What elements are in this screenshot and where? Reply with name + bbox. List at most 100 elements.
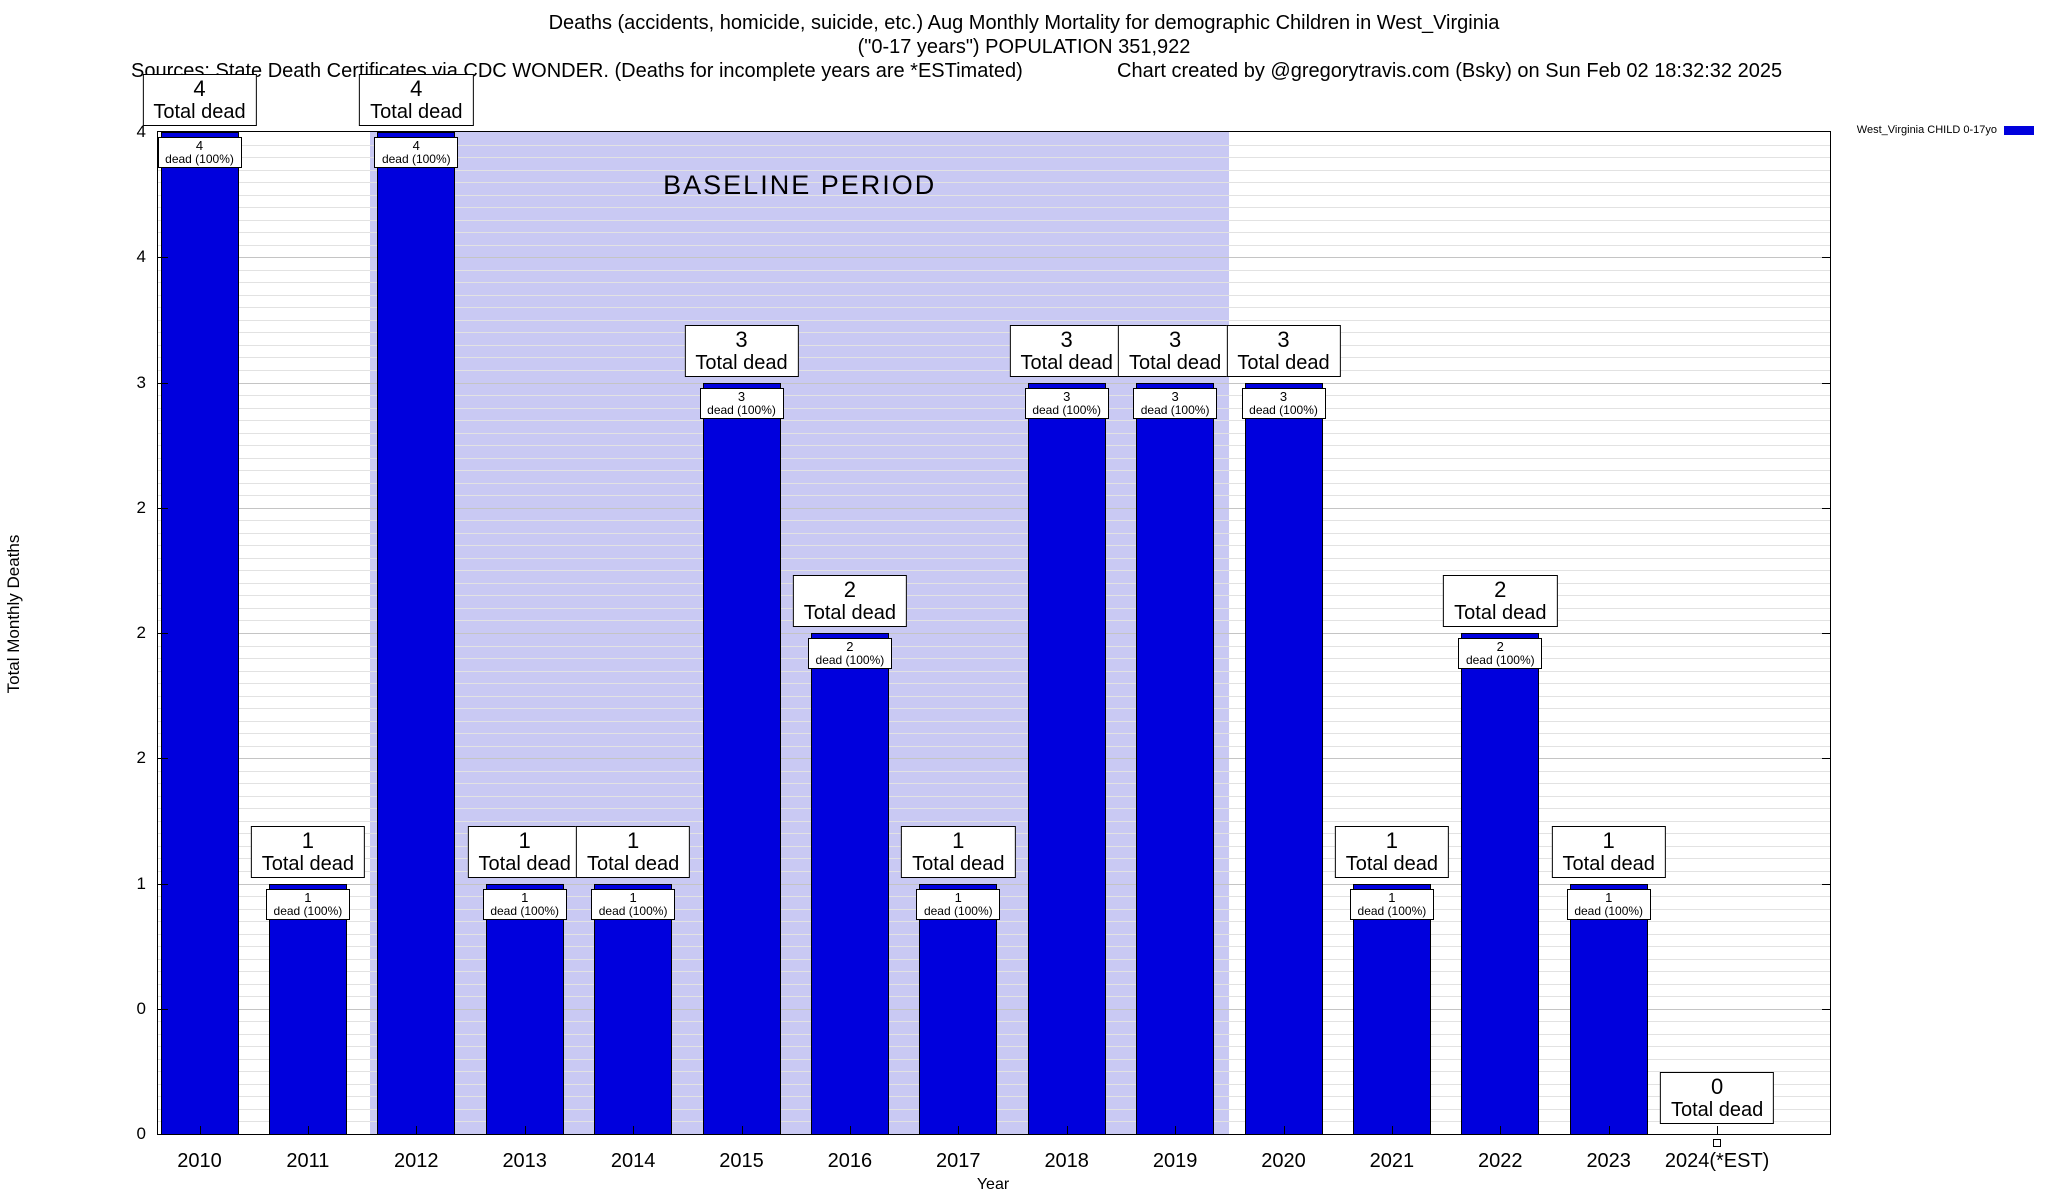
total-dead-callout-2020-text: Total dead: [1237, 351, 1330, 374]
x-tick-label-2014: 2014: [610, 1150, 656, 1172]
x-tick-label-2015: 2015: [719, 1150, 764, 1172]
bar-2015: [702, 382, 781, 1134]
gridline: [158, 658, 1830, 660]
x-tick-mark: [1175, 1126, 1177, 1134]
bar-value-label-2017-value: 1: [954, 889, 962, 905]
bar-value-label-2011-value: 1: [304, 889, 312, 905]
legend-swatch: [2004, 125, 2034, 135]
total-dead-callout-2021-text: Total dead: [1345, 852, 1439, 875]
bar-value-label-2014-value: 1: [629, 889, 637, 905]
total-dead-callout-2012: 4 Total dead: [359, 74, 474, 126]
total-dead-callout-2013-text: Total dead: [478, 852, 571, 875]
y-tick-label: 2: [136, 748, 146, 768]
y-tick-label: 2: [136, 623, 146, 642]
bar-value-label-2010: 4 dead (100%): [157, 137, 242, 168]
total-dead-callout-2015-value: 3: [735, 326, 748, 352]
x-tick-label-2019: 2019: [1152, 1150, 1198, 1172]
gridline: [158, 695, 1830, 697]
bar-2019: [1136, 382, 1215, 1134]
y-tick-mark: [158, 382, 168, 384]
bar-value-label-2022-value: 2: [1496, 639, 1504, 654]
x-tick-mark: [1066, 1126, 1068, 1134]
x-tick-mark: [1500, 1126, 1502, 1134]
bar-value-label-2010-text: dead (100%): [165, 152, 234, 166]
gridline: [158, 683, 1830, 685]
bar-value-label-2015-value: 3: [737, 388, 746, 404]
bar-value-label-2019-value: 3: [1171, 388, 1179, 404]
bar-value-label-2019: 3 dead (100%): [1133, 387, 1218, 419]
gridline: [158, 420, 1830, 422]
bar-2017: [919, 883, 998, 1134]
bar-value-label-2018-value: 3: [1063, 388, 1071, 404]
gridline: [158, 820, 1830, 822]
bar-value-label-2023-text: dead (100%): [1574, 903, 1644, 918]
total-dead-callout-2013: 1 Total dead: [467, 825, 582, 878]
y-tick-mark: [158, 758, 168, 760]
gridline: [158, 758, 1830, 760]
bar-2016: [810, 633, 889, 1134]
x-tick-mark: [307, 1126, 309, 1134]
gridline: [158, 783, 1830, 785]
gridline: [158, 207, 1830, 209]
bar-value-label-2021-value: 1: [1388, 889, 1396, 905]
gridline: [158, 382, 1830, 384]
x-tick-label-2023: 2023: [1586, 1150, 1631, 1172]
total-dead-callout-2019-value: 3: [1168, 326, 1182, 352]
gridline: [158, 645, 1830, 647]
baseline-period-label: BASELINE PERIOD: [663, 170, 937, 200]
gridline: [158, 219, 1830, 221]
y-tick-mark-right: [1822, 382, 1830, 384]
bar-2022: [1461, 633, 1540, 1134]
total-dead-callout-2020-value: 3: [1277, 326, 1290, 352]
y-tick-label: 1: [136, 873, 146, 893]
y-tick-mark-right: [1822, 883, 1830, 885]
sources-note: Sources: State Death Certificates via CD…: [131, 60, 1023, 82]
bar-value-label-2018: 3 dead (100%): [1024, 387, 1109, 419]
total-dead-callout-2023-value: 1: [1602, 827, 1615, 853]
total-dead-callout-2012-text: Total dead: [370, 101, 463, 123]
bar-value-label-2020: 3 dead (100%): [1241, 387, 1326, 419]
x-tick-mark: [1283, 1126, 1285, 1134]
y-tick-label: 3: [136, 372, 146, 392]
y-tick-mark: [158, 633, 168, 634]
total-dead-callout-2011-value: 1: [301, 827, 315, 853]
gridline: [158, 194, 1830, 196]
x-axis-title: Year: [976, 1176, 1010, 1193]
total-dead-callout-2017-text: Total dead: [912, 852, 1005, 875]
total-dead-callout-2011: 1 Total dead: [250, 825, 366, 878]
total-dead-callout-2018-text: Total dead: [1020, 351, 1113, 374]
gridline: [158, 457, 1830, 459]
x-tick-label-2013: 2013: [502, 1150, 547, 1172]
total-dead-callout-2014-text: Total dead: [586, 852, 680, 875]
bar-2011: [268, 883, 347, 1134]
x-tick-label-2016: 2016: [827, 1150, 873, 1172]
bar-value-label-2015-text: dead (100%): [707, 402, 776, 417]
bar-value-label-2020-text: dead (100%): [1249, 402, 1318, 417]
gridline: [158, 607, 1830, 609]
gridline: [158, 545, 1830, 547]
bar-value-label-2012-text: dead (100%): [381, 152, 451, 166]
total-dead-callout-2016-value: 2: [843, 577, 857, 602]
total-dead-callout-2010-text: Total dead: [153, 101, 246, 123]
gridline: [158, 407, 1830, 409]
total-dead-callout-2024(*EST)-value: 0: [1710, 1074, 1724, 1099]
total-dead-callout-2015-text: Total dead: [695, 351, 788, 374]
y-axis-title: Total Monthly Deaths: [4, 534, 23, 694]
total-dead-callout-2017: 1 Total dead: [901, 825, 1016, 878]
gridline: [158, 557, 1830, 559]
x-tick-mark: [416, 1126, 418, 1134]
gridline: [158, 733, 1830, 735]
total-dead-callout-2022-text: Total dead: [1454, 602, 1547, 624]
bar-value-label-2017: 1 dead (100%): [916, 888, 1001, 920]
chart-title: Deaths (accidents, homicide, suicide, et…: [548, 12, 1500, 34]
gridline: [158, 670, 1830, 672]
gridline: [158, 507, 1830, 509]
bar-value-label-2021: 1 dead (100%): [1349, 888, 1434, 920]
gridline: [158, 532, 1830, 534]
legend: West_Virginia CHILD 0-17yo: [1857, 124, 2034, 136]
bar-2018: [1027, 382, 1106, 1134]
x-tick-label-2011: 2011: [286, 1150, 330, 1172]
gridline: [158, 332, 1830, 334]
gridline: [158, 495, 1830, 497]
x-tick-mark: [633, 1126, 635, 1134]
